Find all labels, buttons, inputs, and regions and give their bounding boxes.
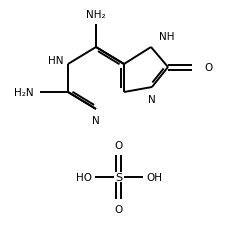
Text: NH: NH [159,32,174,42]
Text: N: N [92,115,100,125]
Text: H₂N: H₂N [14,88,34,98]
Text: OH: OH [146,172,162,182]
Text: O: O [115,140,123,150]
Text: HO: HO [76,172,92,182]
Text: NH₂: NH₂ [86,10,106,20]
Text: HN: HN [48,56,64,66]
Text: S: S [115,172,123,182]
Text: N: N [148,94,156,105]
Text: O: O [204,63,212,73]
Text: O: O [115,204,123,214]
